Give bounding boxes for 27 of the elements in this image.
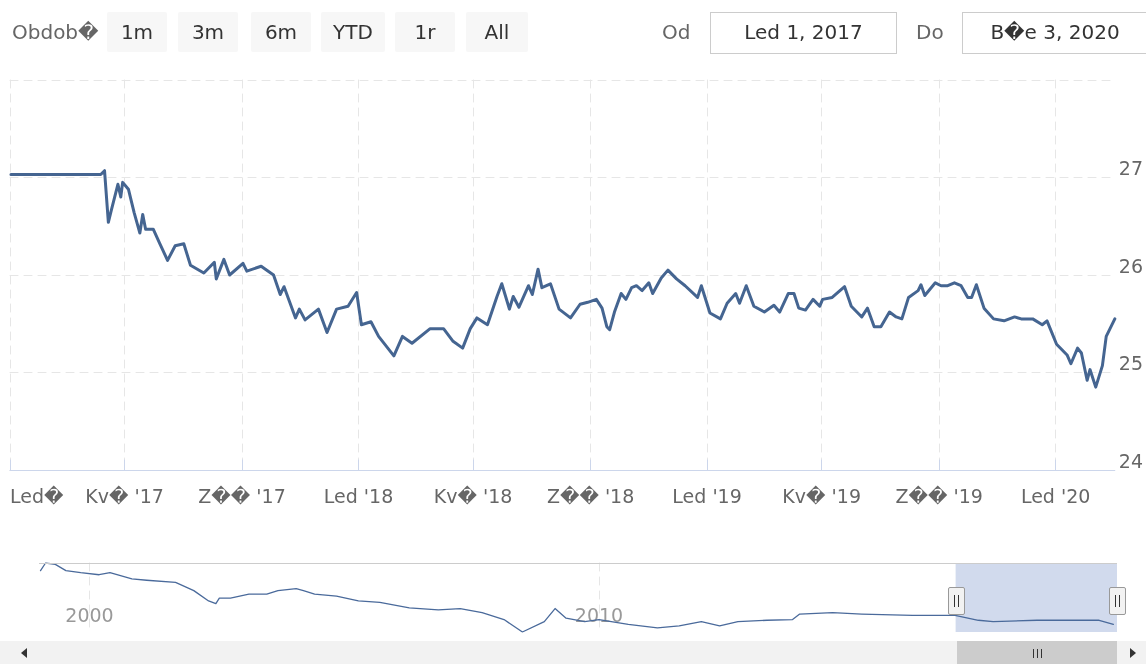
x-tick-label: Led� xyxy=(10,484,64,507)
y-tick-label: 27 xyxy=(1118,157,1144,179)
x-tick-label: Z�� '17 xyxy=(198,484,286,507)
x-tick-label: Z�� '19 xyxy=(895,484,983,507)
text: Od xyxy=(662,19,692,46)
range-button: 1m xyxy=(107,12,167,52)
range-button: 3m xyxy=(178,12,238,52)
x-tick-label: Kv� '19 xyxy=(782,484,861,507)
x-tick-label: Led '18 xyxy=(323,484,394,507)
text: Do xyxy=(916,19,945,46)
date-field: Led 1, 2017 xyxy=(710,12,897,54)
range-button: 1r xyxy=(395,12,455,52)
x-tick-label: Led '19 xyxy=(672,484,742,507)
x-tick-label: Kv� '18 xyxy=(433,484,513,507)
date-field: B�e 3, 2020 xyxy=(962,12,1146,54)
x-tick-label: Led '20 xyxy=(1020,484,1091,507)
y-tick-label: 24 xyxy=(1118,449,1144,472)
x-tick-label: Z�� '18 xyxy=(546,484,635,507)
y-tick-label: 25 xyxy=(1118,352,1144,374)
range-button: 6m xyxy=(251,12,311,52)
x-tick-label: 2010 xyxy=(574,603,624,626)
y-tick-label: 26 xyxy=(1118,254,1144,277)
x-tick-label: 2000 xyxy=(65,603,114,626)
range-button: YTD xyxy=(321,12,385,52)
range-button: All xyxy=(466,12,528,52)
x-tick-label: Kv� '17 xyxy=(85,484,164,507)
text: Obdob� xyxy=(12,19,100,46)
